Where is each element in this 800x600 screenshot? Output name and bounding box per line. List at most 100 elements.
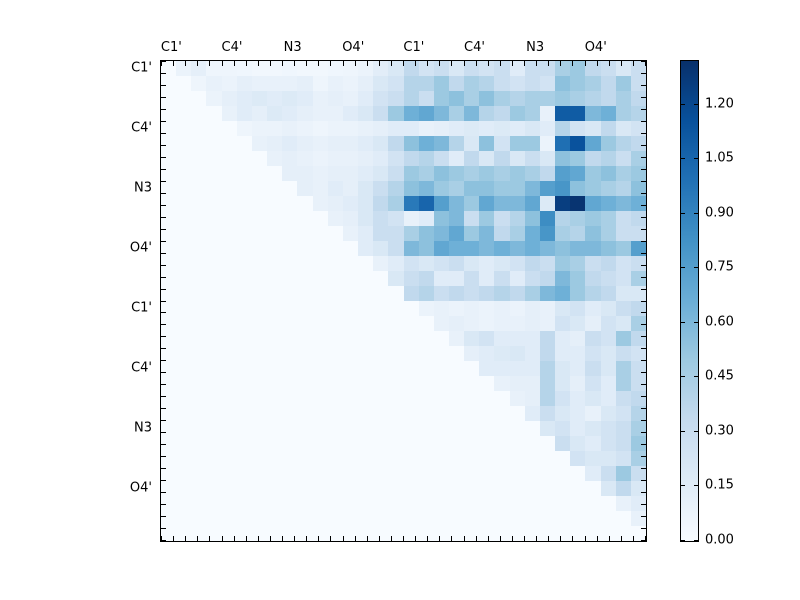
heatmap-cell (570, 121, 586, 136)
heatmap-cell (388, 271, 404, 286)
heatmap-cell (251, 166, 268, 181)
axis-tick (681, 540, 685, 541)
heatmap-cell (342, 391, 359, 406)
heatmap-cell (509, 106, 525, 121)
heatmap-cell (221, 151, 237, 166)
heatmap-cell (312, 106, 328, 121)
heatmap-cell (464, 526, 480, 541)
heatmap-cell (236, 91, 252, 106)
heatmap-cell (448, 226, 465, 241)
heatmap-cell (433, 436, 449, 451)
heatmap-cell (630, 391, 646, 406)
heatmap-cell (191, 151, 207, 166)
heatmap-cell (327, 271, 343, 286)
heatmap-cell (600, 511, 616, 526)
heatmap-cell (585, 391, 601, 406)
heatmap-cell (448, 496, 465, 511)
heatmap-cell (388, 511, 404, 526)
heatmap-cell (221, 301, 237, 316)
heatmap-cell (615, 301, 631, 316)
heatmap-cell (267, 316, 283, 331)
heatmap-cell (479, 256, 495, 271)
heatmap-cell (206, 391, 222, 406)
heatmap-cell (176, 271, 192, 286)
heatmap-cell (388, 241, 404, 256)
heatmap-cell (161, 301, 177, 316)
axis-tick (161, 264, 166, 266)
heatmap-cell (282, 166, 298, 181)
heatmap-cell (509, 196, 525, 211)
heatmap-cell (373, 271, 389, 286)
heatmap-cell (191, 196, 207, 211)
heatmap-cell (555, 196, 571, 211)
heatmap-cell (342, 61, 359, 76)
heatmap-cell (251, 361, 268, 376)
heatmap-cell (221, 526, 237, 541)
heatmap-cell (418, 76, 434, 91)
heatmap-cell (358, 211, 374, 226)
axis-tick (694, 158, 698, 160)
heatmap-cell (418, 106, 434, 121)
heatmap-cell (161, 496, 177, 511)
heatmap-cell (327, 301, 343, 316)
heatmap-cell (236, 346, 252, 361)
heatmap-cell (479, 511, 495, 526)
heatmap-cell (251, 271, 268, 286)
heatmap-cell (509, 151, 525, 166)
heatmap-cell (373, 496, 389, 511)
axis-tick (185, 536, 187, 541)
heatmap-cell (312, 436, 328, 451)
heatmap-cell (191, 346, 207, 361)
axis-tick (641, 480, 646, 482)
axis-tick (641, 72, 646, 74)
heatmap-cell (191, 361, 207, 376)
heatmap-cell (630, 196, 646, 211)
heatmap-cell (327, 451, 343, 466)
heatmap-cell (570, 91, 586, 106)
heatmap-cell (236, 271, 252, 286)
heatmap-cell (585, 286, 601, 301)
axis-tick (536, 536, 538, 541)
heatmap-cell (448, 91, 465, 106)
heatmap-cell (464, 271, 480, 286)
axis-tick (390, 536, 392, 541)
heatmap-cell (433, 286, 449, 301)
heatmap-cell (555, 361, 571, 376)
heatmap-cell (236, 76, 252, 91)
axis-tick (161, 156, 166, 158)
heatmap-cell (358, 451, 374, 466)
heatmap-cell (539, 286, 556, 301)
heatmap-cell (448, 76, 465, 91)
heatmap-cell (403, 421, 419, 436)
heatmap-cell (539, 226, 556, 241)
heatmap-cell (358, 226, 374, 241)
axis-tick (161, 420, 166, 422)
heatmap-cell (312, 316, 328, 331)
heatmap-cell (282, 241, 298, 256)
heatmap-cell (206, 466, 222, 481)
heatmap-cell (403, 406, 419, 421)
heatmap-cell (282, 271, 298, 286)
heatmap-cell (297, 211, 313, 226)
heatmap-cell (327, 421, 343, 436)
heatmap-cell (388, 526, 404, 541)
heatmap-cell (524, 136, 540, 151)
axis-tick (161, 228, 166, 230)
heatmap-cell (585, 76, 601, 91)
heatmap-cell (464, 256, 480, 271)
heatmap-cell (373, 166, 389, 181)
heatmap-cell (312, 91, 328, 106)
heatmap-cell (282, 76, 298, 91)
heatmap-cell (206, 166, 222, 181)
axis-tick (403, 536, 404, 541)
heatmap-cell (433, 166, 449, 181)
heatmap-cell (342, 226, 359, 241)
heatmap-cell (570, 136, 586, 151)
heatmap-cell (524, 526, 540, 541)
heatmap-cell (342, 466, 359, 481)
heatmap-cell (433, 301, 449, 316)
heatmap-cell (539, 466, 556, 481)
heatmap-cell (433, 391, 449, 406)
heatmap-cell (251, 421, 268, 436)
heatmap-cell (524, 451, 540, 466)
